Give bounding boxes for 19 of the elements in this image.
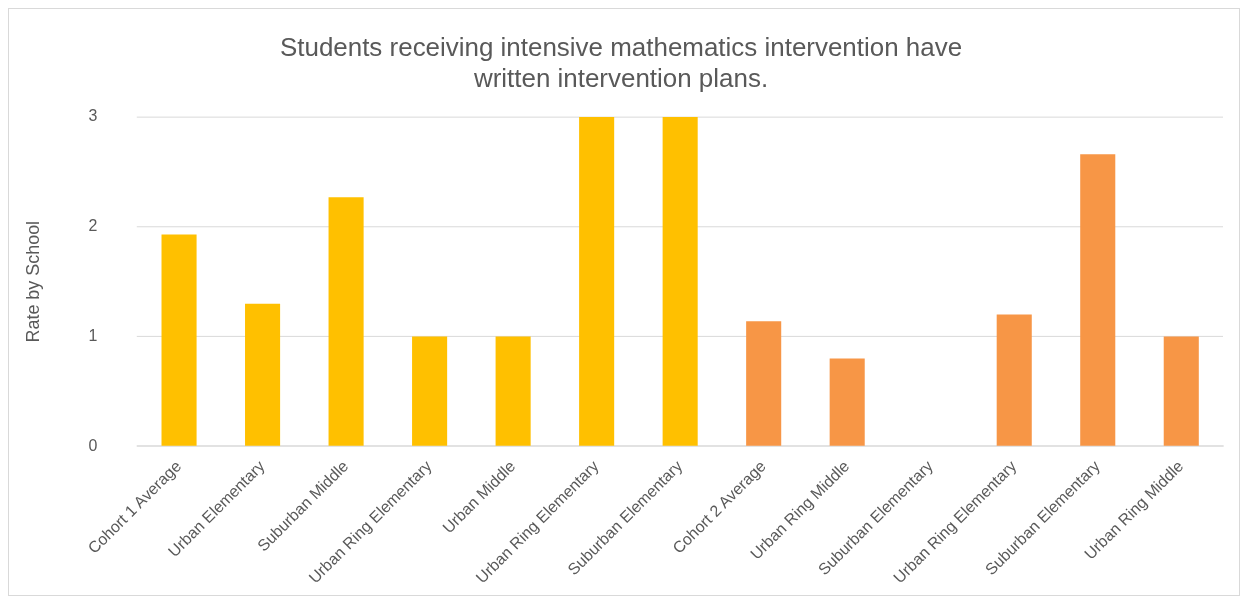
bar [1080,154,1116,446]
bar [996,314,1032,446]
bar [829,358,865,446]
text: Students receiving intensive mathematics intervention have [279,32,963,61]
bar [662,117,698,446]
y-tick-label: 3 [88,107,98,125]
bar [245,303,281,446]
bar [746,321,782,446]
y-axis-title: Rate by School [22,220,43,343]
bar [579,117,615,446]
bar [495,336,531,446]
y-tick-label: 1 [88,326,98,344]
bar [161,234,197,446]
y-tick-label: 0 [88,436,98,454]
y-tick-label: 2 [88,217,98,235]
text: written intervention plans. [473,63,769,92]
bar [328,197,364,446]
bar [412,336,448,446]
bar [1163,336,1199,446]
